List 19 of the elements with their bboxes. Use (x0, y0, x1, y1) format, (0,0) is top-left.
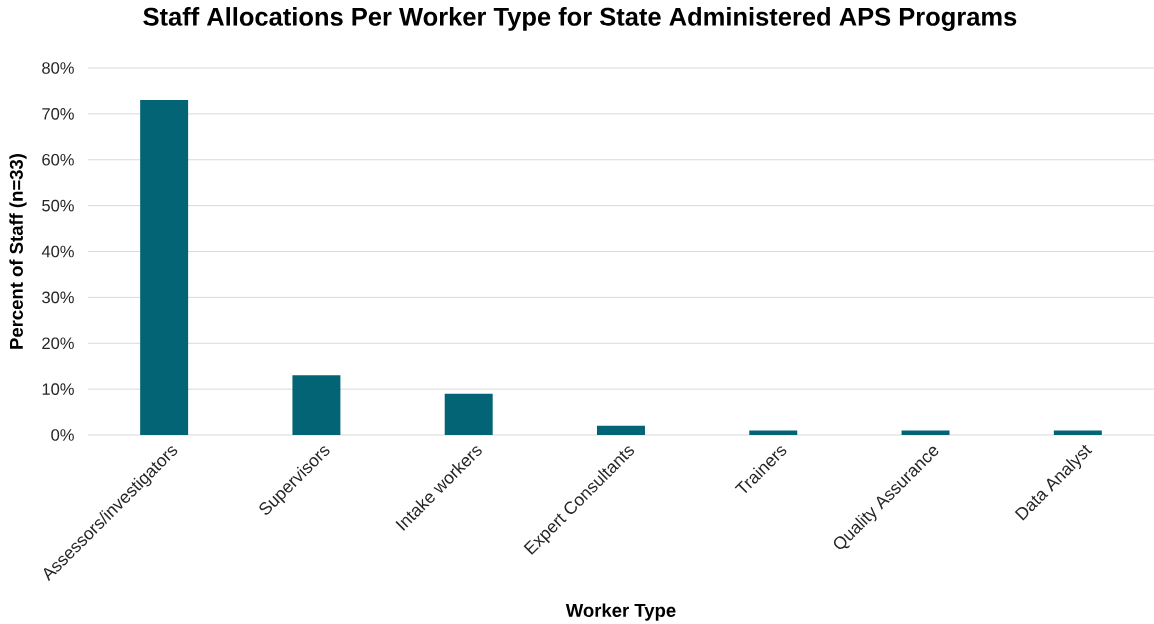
y-tick-label: 40% (41, 245, 74, 258)
y-tick-label: 70% (42, 108, 74, 120)
y-tick-label: 20% (42, 337, 74, 350)
x-axis-title: Worker Type (565, 603, 676, 621)
bar (444, 393, 493, 435)
y-tick-label: 30% (42, 291, 74, 304)
y-axis-title: Percent of Staff (n=33) (9, 154, 27, 349)
y-tick-label: 50% (42, 199, 74, 212)
bar (901, 430, 950, 435)
y-tick-label: 10% (42, 383, 74, 395)
bar (596, 425, 645, 435)
y-tick-label: 80% (42, 62, 74, 74)
bar (1053, 430, 1102, 435)
bar (292, 375, 341, 435)
y-tick-label: 60% (42, 153, 74, 166)
chart-title: Staff Allocations Per Worker Type for State Administered APS Programs (143, 7, 1017, 31)
y-tick-label: 0% (51, 429, 74, 441)
bar (140, 100, 189, 435)
bar (749, 430, 798, 435)
